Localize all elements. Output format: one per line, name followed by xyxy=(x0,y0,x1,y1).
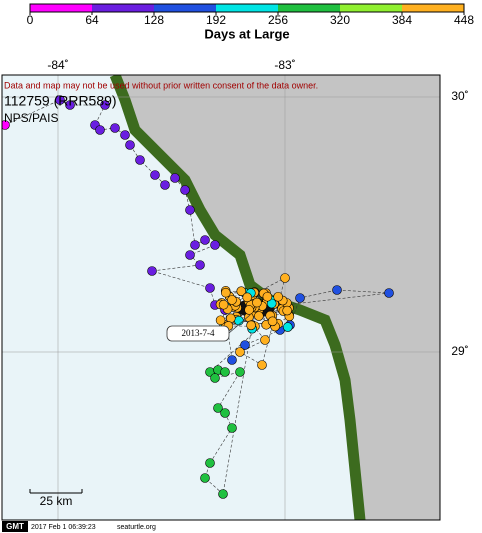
colorbar-segment xyxy=(340,4,402,12)
lon-label: -83˚ xyxy=(274,58,295,72)
map-area: Data and map may not be used without pri… xyxy=(2,75,440,520)
location-point xyxy=(244,305,254,315)
map-frame xyxy=(1,74,441,521)
colorbar-tick-label: 128 xyxy=(144,13,164,27)
disclaimer: Data and map may not be used without pri… xyxy=(4,80,318,90)
location-point xyxy=(218,299,229,310)
location-point xyxy=(282,322,293,332)
location-point xyxy=(252,297,262,308)
logo-box xyxy=(2,521,28,532)
location-point xyxy=(210,240,220,250)
location-point xyxy=(215,315,226,326)
location-point xyxy=(200,235,210,245)
location-point xyxy=(235,347,245,357)
location-point xyxy=(273,291,283,302)
colorbar-segment xyxy=(154,4,216,12)
marsh xyxy=(109,75,366,520)
location-point xyxy=(257,360,267,370)
location-point xyxy=(125,140,135,150)
location-point xyxy=(210,373,220,383)
location-point xyxy=(120,130,130,140)
colorbar-tick-label: 64 xyxy=(85,13,99,27)
location-point xyxy=(205,458,215,468)
site: seaturtle.org xyxy=(117,524,156,531)
location-point xyxy=(2,120,10,130)
location-point xyxy=(236,286,247,296)
location-point xyxy=(185,250,195,260)
location-point xyxy=(220,408,230,418)
location-point xyxy=(221,287,231,298)
location-point xyxy=(254,311,264,321)
colorbar-frame xyxy=(29,3,465,13)
colorbar-tick-label: 256 xyxy=(268,13,288,27)
colorbar-tick-label: 384 xyxy=(392,13,412,27)
location-point xyxy=(218,489,228,499)
location-point xyxy=(227,423,237,433)
colorbar-label: Days at Large xyxy=(204,26,289,41)
location-point xyxy=(95,125,105,135)
date-pointer xyxy=(228,314,251,334)
location-point xyxy=(266,298,277,309)
location-point xyxy=(260,335,270,345)
colorbar-segment xyxy=(278,4,340,12)
date-box xyxy=(166,325,230,342)
location-point xyxy=(332,285,342,295)
colorbar-tick-label: 192 xyxy=(206,13,226,27)
location-point xyxy=(180,185,190,195)
location-point xyxy=(100,100,110,110)
location-point xyxy=(227,355,237,365)
location-point xyxy=(262,291,273,302)
location-point xyxy=(200,473,210,483)
location-point xyxy=(227,295,237,305)
colorbar: 0 64 128 192 256 320 384 448 xyxy=(27,3,474,27)
lat-label: 29˚ xyxy=(451,344,468,358)
lon-label: -84˚ xyxy=(47,58,68,72)
location-point xyxy=(135,155,145,165)
colorbar-segment xyxy=(216,4,278,12)
colorbar-tick-label: 448 xyxy=(454,13,474,27)
colorbar-tick-label: 0 xyxy=(27,13,34,27)
logo: GMT xyxy=(6,522,24,531)
location-point xyxy=(220,367,230,377)
lat-label: 30˚ xyxy=(451,89,468,103)
location-point xyxy=(246,320,256,331)
location-point xyxy=(282,305,292,316)
location-point xyxy=(384,288,394,298)
location-point xyxy=(240,340,250,350)
colorbar-segment xyxy=(92,4,154,12)
track-points xyxy=(2,95,394,499)
location-point xyxy=(205,283,215,293)
location-point xyxy=(235,367,245,377)
location-point xyxy=(213,403,223,413)
colorbar-segment xyxy=(30,4,92,12)
turtle-id: 112759 (RRR589) xyxy=(4,93,117,109)
date-label: 2013-7-4 xyxy=(182,328,215,338)
colorbar-tick-label: 320 xyxy=(330,13,350,27)
location-point xyxy=(195,260,205,270)
location-point xyxy=(267,316,278,327)
owner: NPS/PAIS xyxy=(4,111,58,125)
location-point xyxy=(150,170,160,180)
timestamp: 2017 Feb 1 06:39:23 xyxy=(31,524,96,531)
location-point xyxy=(65,100,75,110)
location-point xyxy=(234,315,244,326)
scale-label: 25 km xyxy=(40,494,73,508)
location-point xyxy=(160,180,170,190)
location-point xyxy=(190,240,200,250)
location-point xyxy=(295,293,305,303)
location-point xyxy=(185,205,195,215)
location-point xyxy=(110,123,120,133)
location-point xyxy=(170,173,180,183)
location-point xyxy=(242,292,253,303)
location-point xyxy=(147,266,157,276)
colorbar-segment xyxy=(402,4,464,12)
location-point xyxy=(55,95,65,105)
location-point xyxy=(280,273,290,283)
